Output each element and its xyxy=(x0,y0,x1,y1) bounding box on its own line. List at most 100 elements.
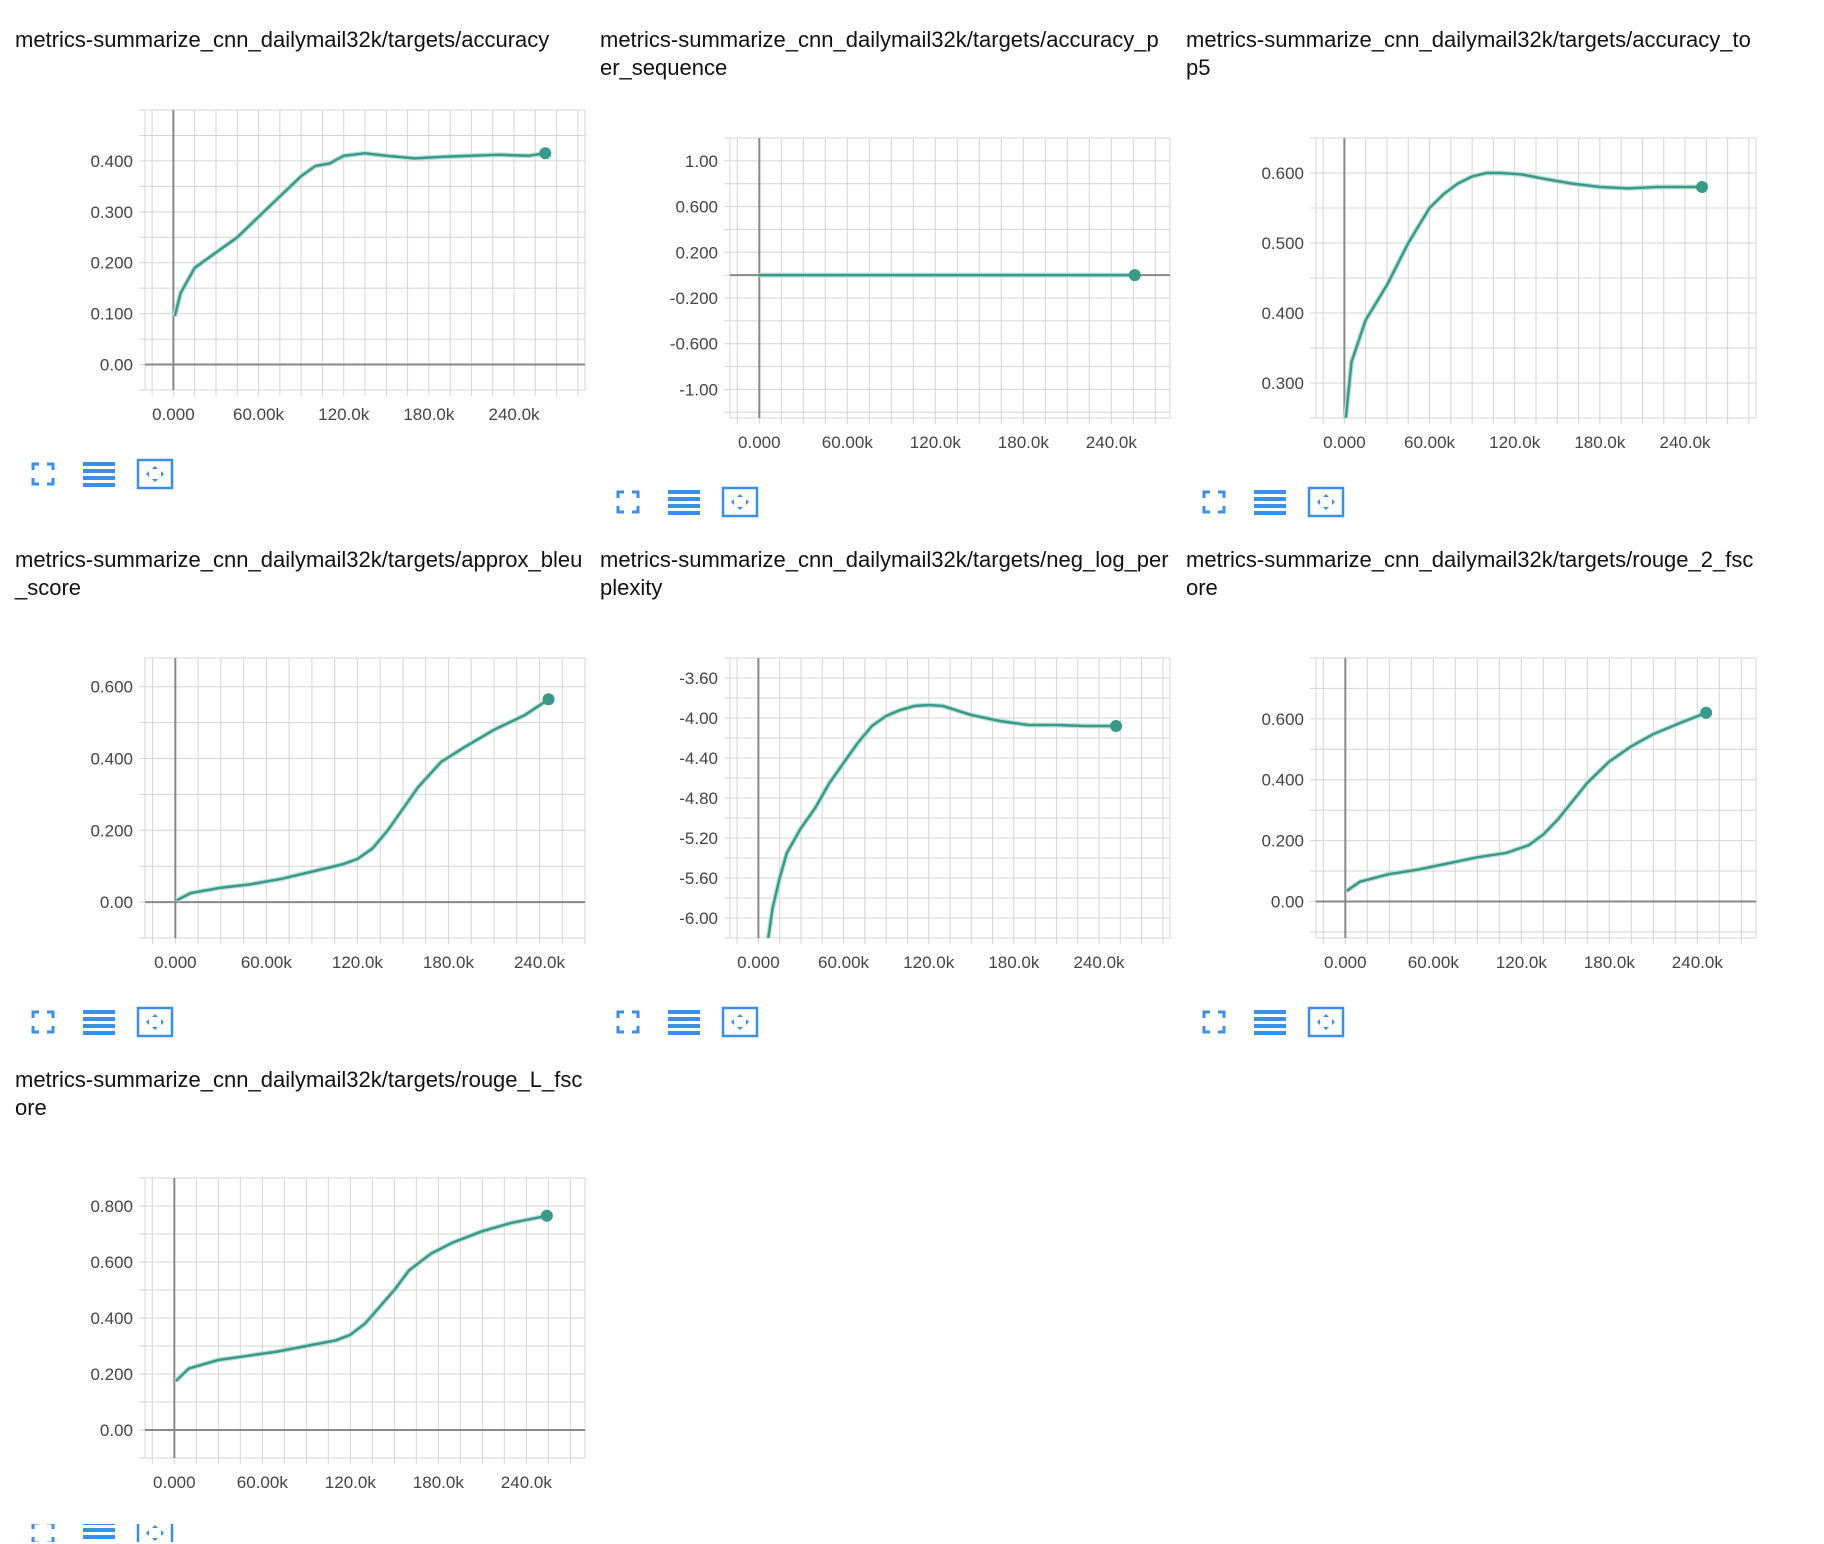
y-tick-label: 0.600 xyxy=(675,198,718,217)
x-tick-label: 180.0k xyxy=(413,1473,465,1492)
plot-frame xyxy=(144,657,586,939)
x-tick-label: 240.0k xyxy=(1086,433,1138,452)
fullscreen-button[interactable] xyxy=(1195,485,1233,519)
x-tick-label: 240.0k xyxy=(1672,953,1724,972)
fit-domain-button[interactable] xyxy=(721,1005,759,1039)
last-point-marker xyxy=(1128,269,1141,282)
series-line xyxy=(174,1214,548,1382)
y-tick-label: 0.200 xyxy=(90,1365,133,1384)
chart-title: metrics-summarize_cnn_dailymail32k/targe… xyxy=(600,547,1169,600)
y-tick-label: 0.600 xyxy=(1261,164,1304,183)
fit-domain-button[interactable] xyxy=(136,457,174,491)
fit-domain-icon xyxy=(136,458,174,490)
chart-title: metrics-summarize_cnn_dailymail32k/targe… xyxy=(15,547,583,600)
x-tick-label: 0.000 xyxy=(152,405,195,424)
x-tick-label: 0.000 xyxy=(737,953,780,972)
x-tick-label: 240.0k xyxy=(514,953,566,972)
y-tick-label: 0.600 xyxy=(90,678,133,697)
series-line xyxy=(767,703,1117,938)
chart-title: metrics-summarize_cnn_dailymail32k/targe… xyxy=(15,27,550,52)
y-tick-label: 0.400 xyxy=(90,152,133,171)
chart-controls xyxy=(24,1524,174,1542)
y-tick-label: -5.20 xyxy=(679,829,718,848)
toggle-log-scale-button[interactable] xyxy=(665,1005,703,1039)
x-tick-label: 240.0k xyxy=(1660,433,1712,452)
fit-domain-icon xyxy=(136,1524,174,1542)
chart-controls xyxy=(609,1004,759,1040)
toggle-log-scale-button[interactable] xyxy=(665,485,703,519)
chart-plot[interactable]: -3.60 -4.00 -4.40 -4.80 -5.20 -5.60 -6.00 0.000… xyxy=(625,648,1185,1008)
chart-title: metrics-summarize_cnn_dailymail32k/targe… xyxy=(15,1067,583,1120)
y-tick-label: 0.300 xyxy=(90,203,133,222)
chart-card-accuracy-top5: metrics-summarize_cnn_dailymail32k/targe… xyxy=(1186,26,1756,82)
y-tick-label: 0.00 xyxy=(100,1421,133,1440)
toggle-log-scale-button[interactable] xyxy=(1251,485,1289,519)
y-tick-label: -4.00 xyxy=(679,709,718,728)
chart-card-accuracy: metrics-summarize_cnn_dailymail32k/targe… xyxy=(15,26,585,54)
x-tick-label: 180.0k xyxy=(988,953,1040,972)
x-tick-label: 180.0k xyxy=(423,953,475,972)
plot-frame xyxy=(729,137,1171,419)
fit-domain-button[interactable] xyxy=(1307,485,1345,519)
y-tick-label: -0.200 xyxy=(670,289,718,308)
chart-plot[interactable]: 0.00 0.200 0.400 0.600 0.000 60.00k 120.0k 180.… xyxy=(40,648,600,1008)
x-tick-label: 0.000 xyxy=(154,953,197,972)
fit-domain-button[interactable] xyxy=(136,1005,174,1039)
toggle-log-scale-button[interactable] xyxy=(80,1005,118,1039)
toggle-log-scale-button[interactable] xyxy=(80,457,118,491)
last-point-marker xyxy=(1700,706,1713,719)
y-tick-label: -5.60 xyxy=(679,869,718,888)
fullscreen-button[interactable] xyxy=(24,1524,62,1542)
x-tick-label: 60.00k xyxy=(241,953,293,972)
x-tick-label: 180.0k xyxy=(998,433,1050,452)
series-line xyxy=(1346,711,1707,892)
fit-domain-button[interactable] xyxy=(136,1524,174,1542)
chart-controls xyxy=(1195,1004,1345,1040)
fit-domain-button[interactable] xyxy=(721,485,759,519)
y-tick-label: -0.600 xyxy=(670,335,718,354)
y-tick-label: 0.100 xyxy=(90,305,133,324)
y-tick-label: 0.00 xyxy=(1271,892,1304,911)
chart-plot[interactable]: 1.00 0.600 0.200 -0.200 -0.600 -1.00 0.000 60.0… xyxy=(625,128,1185,488)
fullscreen-button[interactable] xyxy=(609,485,647,519)
fit-domain-icon xyxy=(721,1006,759,1038)
fullscreen-icon xyxy=(30,1524,56,1542)
y-tick-label: -3.60 xyxy=(679,669,718,688)
lines-icon xyxy=(667,1007,701,1037)
chart-card-rouge-2-fscore: metrics-summarize_cnn_dailymail32k/targe… xyxy=(1186,546,1756,602)
fullscreen-icon xyxy=(30,1009,56,1035)
x-tick-label: 0.000 xyxy=(1324,953,1367,972)
y-tick-label: 0.00 xyxy=(100,893,133,912)
fullscreen-button[interactable] xyxy=(24,1005,62,1039)
y-tick-label: 0.300 xyxy=(1261,374,1304,393)
chart-card-approx-bleu-score: metrics-summarize_cnn_dailymail32k/targe… xyxy=(15,546,585,602)
fullscreen-button[interactable] xyxy=(1195,1005,1233,1039)
chart-card-neg-log-perplexity: metrics-summarize_cnn_dailymail32k/targe… xyxy=(600,546,1170,602)
fullscreen-button[interactable] xyxy=(24,457,62,491)
fullscreen-button[interactable] xyxy=(609,1005,647,1039)
fit-domain-icon xyxy=(721,486,759,518)
x-tick-label: 0.000 xyxy=(1323,433,1366,452)
lines-icon xyxy=(82,1524,116,1542)
x-tick-label: 120.0k xyxy=(910,433,962,452)
x-tick-label: 240.0k xyxy=(501,1473,553,1492)
chart-card-accuracy-per-sequence: metrics-summarize_cnn_dailymail32k/targe… xyxy=(600,26,1170,82)
chart-plot[interactable]: 0.00 0.100 0.200 0.300 0.400 0.000 60.00k 120.0… xyxy=(40,100,600,460)
y-tick-label: -1.00 xyxy=(679,380,718,399)
x-tick-label: 120.0k xyxy=(1489,433,1541,452)
fit-domain-button[interactable] xyxy=(1307,1005,1345,1039)
toggle-log-scale-button[interactable] xyxy=(1251,1005,1289,1039)
chart-plot[interactable]: 0.00 0.200 0.400 0.600 0.000 60.00k 120.0k 180.… xyxy=(1211,648,1771,1008)
chart-title: metrics-summarize_cnn_dailymail32k/targe… xyxy=(600,27,1159,80)
y-tick-label: 0.800 xyxy=(90,1197,133,1216)
toggle-log-scale-button[interactable] xyxy=(80,1524,118,1542)
chart-plot[interactable]: 0.00 0.200 0.400 0.600 0.800 0.000 60.00k 120.0… xyxy=(40,1168,600,1528)
chart-plot[interactable]: 0.300 0.400 0.500 0.600 0.000 60.00k 120.0k 180… xyxy=(1211,128,1771,488)
lines-icon xyxy=(1253,487,1287,517)
y-tick-label: 0.400 xyxy=(1261,771,1304,790)
y-tick-label: 0.500 xyxy=(1261,234,1304,253)
fullscreen-icon xyxy=(615,489,641,515)
x-tick-label: 60.00k xyxy=(237,1473,289,1492)
fit-domain-icon xyxy=(1307,1006,1345,1038)
x-tick-label: 60.00k xyxy=(1404,433,1456,452)
